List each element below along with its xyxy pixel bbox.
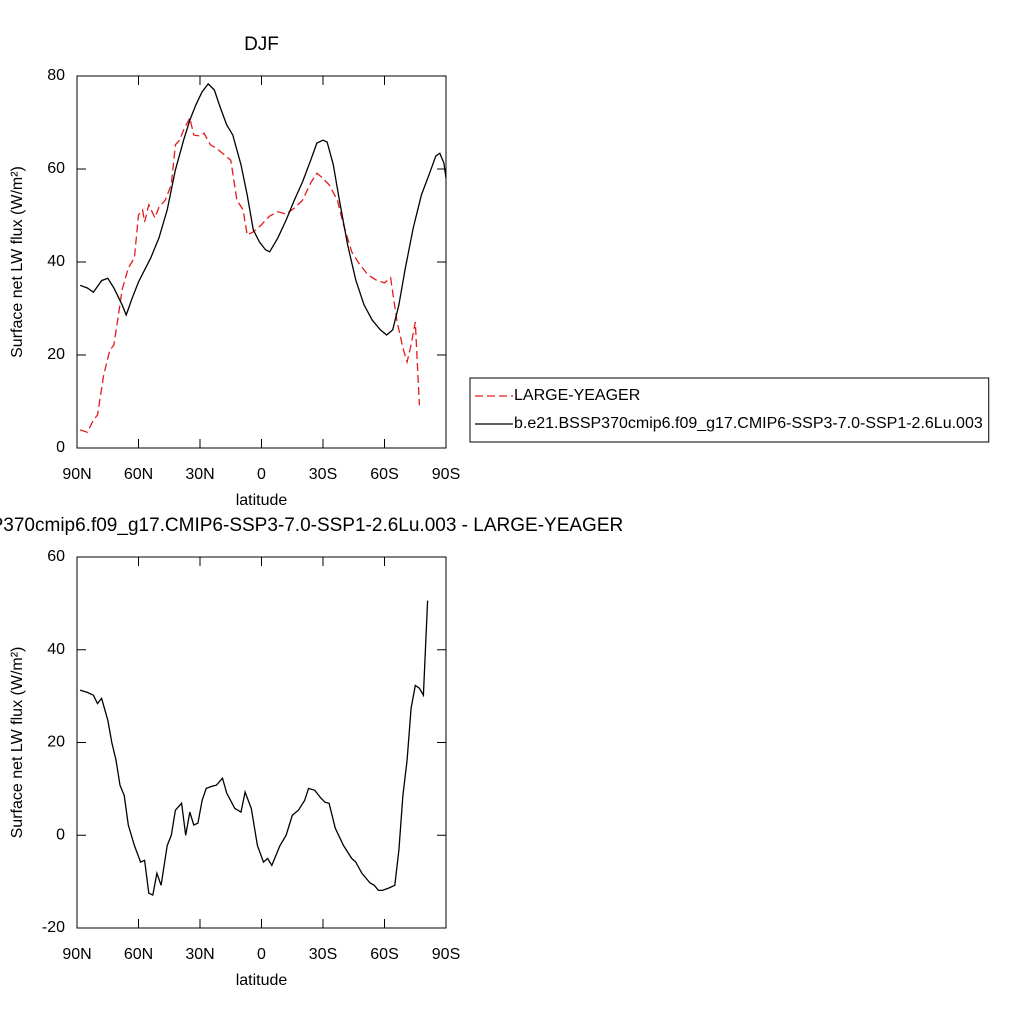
plot-frame	[76, 556, 447, 929]
legend: LARGE-YEAGER b.e21.BSSP370cmip6.f09_g17.C…	[469, 377, 990, 443]
y-tick-label: 20	[47, 734, 65, 751]
y-tick-label: 80	[47, 67, 65, 84]
x-tick-label: 60N	[124, 466, 153, 483]
x-tick-label: 60N	[124, 946, 153, 963]
legend-label: LARGE-YEAGER	[514, 387, 640, 404]
x-tick-label: 90S	[432, 946, 460, 963]
chart-title: b.e21.BSSP370cmip6.f09_g17.CMIP6-SSP3-7.…	[0, 515, 623, 536]
y-axis-label: Surface net LW flux (W/m²)	[9, 166, 26, 358]
y-tick-label: 40	[47, 253, 65, 270]
x-tick-label: 90N	[62, 946, 91, 963]
x-tick-label: 60S	[370, 946, 398, 963]
x-tick-label: 30S	[309, 466, 337, 483]
x-tick-label: 30S	[309, 946, 337, 963]
y-tick-label: 0	[56, 826, 65, 843]
y-tick-label: 0	[56, 439, 65, 456]
x-tick-label: 0	[257, 466, 266, 483]
x-tick-label: 30N	[185, 466, 214, 483]
y-tick-label: -20	[42, 919, 65, 936]
x-axis-label: latitude	[236, 492, 288, 509]
x-tick-label: 90S	[432, 466, 460, 483]
y-tick-label: 40	[47, 641, 65, 658]
chart-title: DJF	[244, 34, 279, 55]
data-line	[79, 116, 421, 433]
data-line	[79, 82, 447, 336]
legend-box	[469, 377, 990, 443]
y-axis-label: Surface net LW flux (W/m²)	[9, 647, 26, 839]
legend-label: b.e21.BSSP370cmip6.f09_g17.CMIP6-SSP3-7.…	[514, 415, 983, 432]
x-tick-label: 90N	[62, 466, 91, 483]
data-line	[79, 600, 429, 897]
x-tick-label: 60S	[370, 466, 398, 483]
x-tick-label: 0	[257, 946, 266, 963]
y-tick-label: 60	[47, 548, 65, 565]
y-tick-label: 20	[47, 346, 65, 363]
x-axis-label: latitude	[236, 972, 288, 989]
y-tick-label: 60	[47, 160, 65, 177]
plot-frame	[76, 75, 447, 449]
x-tick-label: 30N	[185, 946, 214, 963]
